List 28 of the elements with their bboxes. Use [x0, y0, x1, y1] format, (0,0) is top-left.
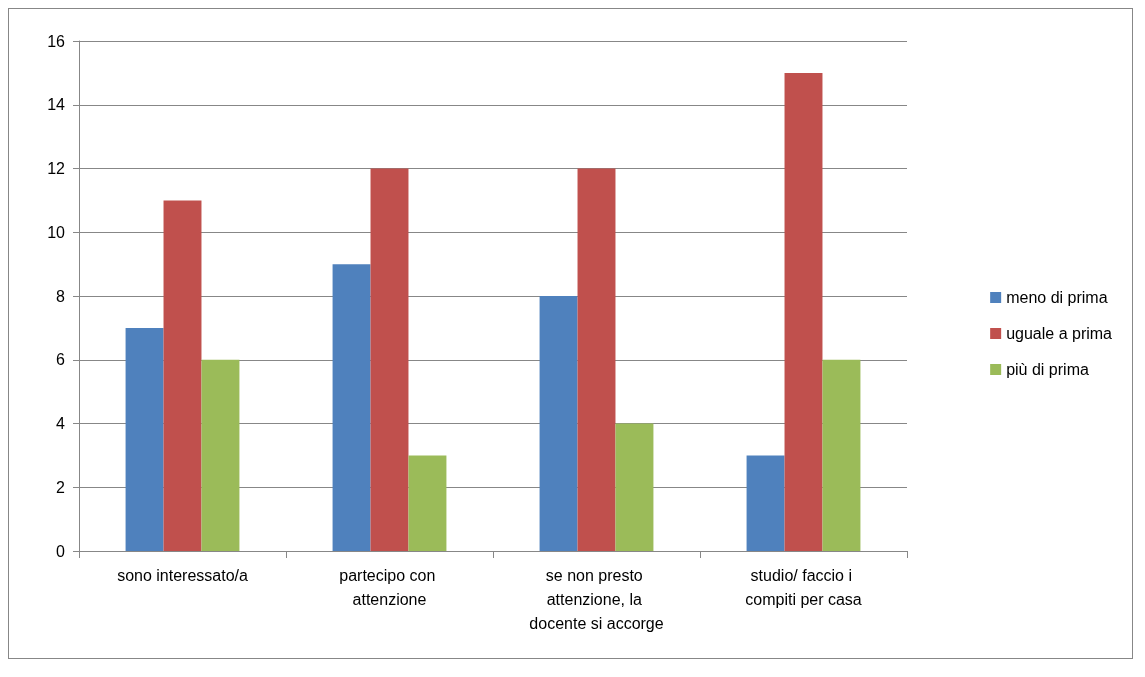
bar — [125, 327, 164, 551]
y-tick-label: 10 — [47, 223, 66, 241]
bar — [615, 423, 654, 551]
bar — [370, 168, 409, 551]
bar — [332, 264, 371, 551]
y-tick-label: 6 — [56, 351, 66, 369]
y-tick-label: 2 — [56, 478, 66, 496]
x-tick-label: studio/ faccio i compiti per casa — [745, 566, 862, 608]
y-tick-label: 16 — [47, 32, 66, 50]
bar — [539, 296, 578, 551]
x-tick-label: sono interessato/a — [117, 566, 248, 584]
legend-label: più di prima — [1006, 361, 1089, 378]
x-tick-label: partecipo con attenzione — [339, 566, 440, 608]
bar — [163, 200, 202, 551]
bar — [408, 455, 447, 551]
bar — [784, 72, 823, 551]
y-tick-label: 14 — [47, 96, 66, 114]
bar — [577, 168, 616, 551]
y-tick-label: 4 — [56, 415, 66, 432]
x-tick-label: se non presto attenzione, la docente si accorge — [529, 566, 664, 632]
y-tick-label: 8 — [56, 287, 66, 305]
y-tick-label: 0 — [56, 542, 66, 560]
legend-label: meno di prima — [1006, 289, 1108, 306]
bar — [746, 455, 785, 551]
y-tick-label: 12 — [47, 160, 66, 177]
bar — [201, 359, 240, 551]
legend-label: uguale a prima — [1006, 325, 1113, 342]
bar — [822, 359, 861, 551]
